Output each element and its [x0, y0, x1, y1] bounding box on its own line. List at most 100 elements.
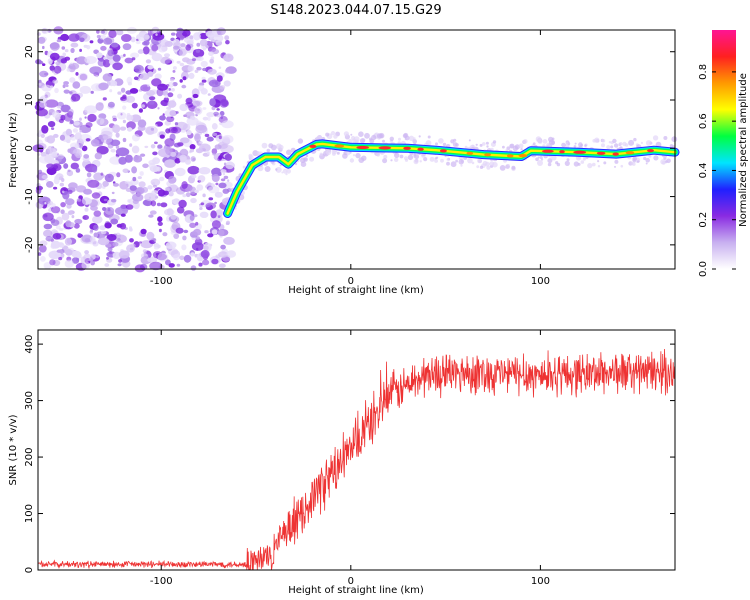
ridge-halo: [482, 142, 486, 146]
noise-blob: [65, 220, 72, 228]
noise-blob: [193, 32, 201, 41]
ridge-halo: [403, 132, 409, 138]
noise-blob: [211, 258, 219, 265]
noise-blob: [122, 119, 126, 124]
noise-blob: [106, 256, 109, 260]
noise-blob: [194, 189, 199, 194]
noise-blob: [102, 180, 109, 187]
noise-blob: [52, 110, 60, 118]
ridge-halo: [468, 139, 471, 142]
noise-blob: [192, 100, 203, 107]
colorbar: 0.0 0.2 0.4 0.6 0.8 Normalized spectral ampl…: [698, 30, 749, 277]
noise-blob: [177, 206, 185, 214]
ridge-halo: [603, 161, 607, 165]
noise-blob: [133, 155, 143, 163]
noise-blob: [55, 61, 61, 66]
noise-blob: [193, 228, 202, 236]
ridge-halo: [348, 138, 353, 143]
noise-blob: [173, 45, 180, 50]
noise-blob: [179, 62, 185, 67]
noise-blob: [44, 99, 59, 108]
noise-blob: [71, 93, 81, 102]
noise-blob: [183, 229, 189, 234]
noise-blob: [163, 97, 169, 103]
noise-blob: [102, 207, 107, 211]
noise-blob: [65, 249, 73, 256]
ridge-halo: [597, 160, 600, 163]
noise-blob: [84, 238, 91, 242]
noise-blob: [137, 49, 144, 54]
noise-blob: [75, 185, 87, 193]
noise-blob: [195, 221, 199, 226]
noise-blob: [157, 144, 163, 149]
ridge-halo: [382, 139, 385, 143]
ridge-halo: [333, 134, 338, 139]
ridge-halo: [359, 138, 366, 144]
y-tick-label: 20: [24, 45, 35, 58]
noise-blob: [149, 165, 160, 172]
noise-blob: [191, 242, 204, 251]
noise-blob: [46, 163, 54, 169]
noise-blob: [131, 102, 138, 109]
noise-blob: [224, 35, 230, 41]
noise-blob: [189, 35, 194, 40]
noise-blob: [220, 169, 227, 174]
noise-blob: [179, 36, 184, 41]
noise-blob: [199, 211, 209, 218]
ridge-halo: [616, 147, 619, 150]
ridge-halo: [547, 158, 553, 164]
noise-blob: [110, 218, 119, 225]
ridge-halo: [435, 142, 438, 146]
noise-blob: [130, 36, 136, 43]
noise-blob: [152, 184, 157, 188]
noise-blob: [82, 215, 89, 220]
noise-blob: [164, 41, 173, 47]
ridge-halo: [610, 145, 614, 149]
noise-blob: [140, 228, 147, 235]
noise-blob: [42, 45, 45, 50]
ridge-halo: [484, 161, 490, 167]
noise-blob: [127, 127, 133, 132]
noise-blob: [127, 81, 132, 86]
noise-blob: [177, 142, 184, 147]
noise-blob: [198, 257, 203, 261]
noise-blob: [116, 29, 124, 36]
spectrogram-y-axis-title: Frequency (Hz): [8, 112, 19, 188]
noise-blob: [120, 87, 126, 93]
ridge-halo: [505, 148, 509, 152]
ridge-halo: [429, 156, 435, 162]
snr-series-line: [37, 349, 676, 570]
noise-blob: [157, 83, 168, 91]
noise-blob: [70, 48, 75, 53]
y-tick-label: 400: [24, 335, 35, 354]
noise-blob: [73, 223, 80, 229]
noise-blob: [142, 200, 150, 206]
noise-blob: [102, 59, 111, 68]
noise-blob: [217, 31, 221, 35]
noise-blob: [147, 71, 154, 77]
noise-blob: [207, 93, 211, 96]
noise-blob: [100, 45, 107, 51]
ridge-halo: [537, 160, 543, 166]
noise-blob: [97, 237, 110, 246]
noise-blob: [70, 162, 80, 170]
ridge-halo: [499, 165, 506, 171]
ridge-halo: [446, 161, 450, 166]
noise-blob: [190, 252, 195, 257]
noise-blob: [174, 158, 181, 164]
noise-blob: [208, 51, 214, 56]
noise-blob: [178, 199, 187, 208]
noise-blob: [84, 250, 89, 255]
noise-blob: [46, 135, 56, 144]
noise-blob: [223, 80, 231, 87]
spectrogram-noise-region: [32, 26, 237, 273]
noise-blob: [126, 114, 134, 121]
noise-blob: [157, 216, 163, 223]
noise-blob: [52, 79, 59, 84]
noise-blob: [197, 175, 206, 183]
noise-blob: [206, 112, 215, 118]
noise-blob: [102, 37, 113, 45]
noise-blob: [170, 78, 175, 82]
noise-blob: [196, 42, 201, 47]
ridge-halo: [535, 157, 539, 162]
